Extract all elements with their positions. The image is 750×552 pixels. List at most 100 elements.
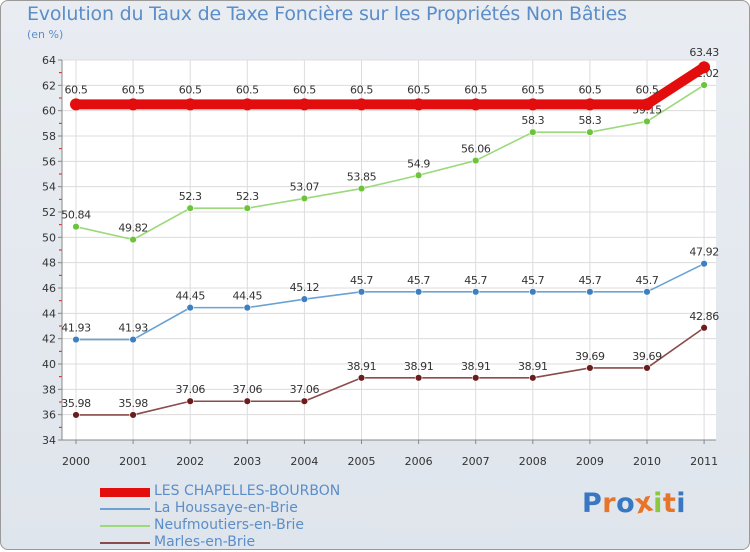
data-label: 44.45 [175, 290, 205, 303]
y-tick-label: 62 [42, 79, 56, 92]
data-point [643, 117, 651, 126]
data-point [129, 335, 137, 344]
data-label: 58.3 [578, 114, 601, 127]
y-tick-label: 58 [42, 130, 56, 143]
data-label: 45.12 [290, 281, 320, 294]
x-tick-label: 2007 [462, 455, 490, 468]
data-label: 56.06 [461, 143, 491, 156]
data-point [129, 411, 137, 419]
data-label: 60.5 [65, 83, 88, 96]
data-label: 37.06 [290, 383, 320, 396]
data-point [529, 128, 537, 136]
data-label: 35.98 [61, 397, 91, 410]
data-label: 41.93 [118, 322, 148, 335]
y-tick-label: 54 [42, 181, 56, 194]
data-point [72, 411, 80, 419]
data-label: 45.7 [464, 274, 487, 287]
data-point [300, 194, 309, 203]
series-line-les-chapelles-bourbon [71, 62, 710, 110]
data-label: 38.91 [518, 360, 548, 373]
y-tick-label: 50 [42, 231, 56, 244]
data-label: 60.5 [521, 83, 544, 96]
data-label: 45.7 [636, 274, 659, 287]
data-label: 39.69 [632, 350, 662, 363]
legend-label: LES CHAPELLES-BOURBON [154, 483, 341, 499]
data-label: 53.07 [290, 180, 320, 193]
chart-title: Evolution du Taux de Taxe Foncière sur l… [27, 3, 627, 25]
data-point [243, 303, 252, 312]
y-tick-label: 44 [42, 307, 56, 320]
x-tick-label: 2000 [62, 455, 90, 468]
y-tick-label: 40 [42, 358, 56, 371]
data-point [298, 98, 311, 111]
data-point [586, 364, 594, 372]
data-label: 60.5 [236, 83, 259, 96]
y-tick-label: 34 [42, 434, 56, 447]
data-point [129, 235, 137, 244]
data-point [186, 397, 194, 405]
data-point [414, 374, 423, 382]
plot-area [62, 60, 716, 440]
data-label: 49.82 [118, 222, 148, 235]
data-label: 60.5 [293, 83, 316, 96]
data-point [643, 364, 651, 372]
data-label: 37.06 [233, 383, 263, 396]
data-point [583, 98, 596, 111]
data-label: 63.43 [689, 46, 719, 59]
x-tick-label: 2005 [348, 455, 376, 468]
data-label: 53.85 [347, 171, 377, 184]
data-point [641, 98, 653, 111]
x-tick-label: 2004 [290, 455, 318, 468]
data-label: 60.5 [350, 83, 373, 96]
data-label: 35.98 [118, 397, 148, 410]
legend-label: Neufmoutiers-en-Brie [154, 517, 304, 533]
data-label: 38.91 [461, 360, 491, 373]
data-point [186, 204, 194, 212]
data-point [469, 98, 482, 111]
data-point [127, 98, 140, 111]
x-tick-label: 2011 [690, 455, 718, 468]
data-point [700, 259, 708, 268]
data-point [526, 98, 539, 111]
data-point [186, 303, 194, 312]
y-tick-label: 64 [42, 54, 56, 67]
data-point [700, 324, 708, 332]
data-point [698, 61, 711, 74]
data-point [70, 98, 82, 111]
data-point [184, 98, 197, 111]
y-tick-label: 38 [42, 383, 56, 396]
data-point [357, 288, 366, 296]
data-point [472, 374, 480, 382]
data-label: 60.5 [464, 83, 487, 96]
data-label: 44.45 [233, 290, 263, 303]
data-point [357, 184, 366, 193]
logo-letter: i [653, 488, 663, 519]
x-tick-label: 2001 [119, 455, 147, 468]
series-line-marles-en-brie [75, 326, 705, 416]
data-label: 60.5 [179, 83, 202, 96]
data-label: 52.3 [179, 190, 202, 203]
data-point [357, 374, 366, 382]
logo-letter: r [602, 488, 617, 519]
data-point [472, 288, 480, 296]
y-unit-label: (en %) [27, 28, 64, 41]
data-label: 45.7 [578, 274, 601, 287]
data-label: 42.86 [689, 310, 719, 323]
legend-label: Marles-en-Brie [154, 534, 256, 550]
data-point [472, 156, 480, 165]
data-point [72, 335, 80, 344]
y-tick-label: 56 [42, 155, 56, 168]
logo-letter: P [582, 488, 603, 519]
data-label: 45.7 [350, 274, 373, 287]
legend-swatch [100, 508, 150, 510]
data-point [529, 288, 537, 296]
data-label: 60.5 [636, 83, 659, 96]
data-label: 39.69 [575, 350, 605, 363]
data-label: 41.93 [61, 322, 91, 335]
y-tick-label: 36 [42, 409, 56, 422]
y-tick-label: 60 [42, 105, 56, 118]
data-point [643, 288, 651, 296]
x-tick-label: 2010 [633, 455, 661, 468]
data-point [412, 98, 425, 111]
logo-letter: i [676, 488, 687, 519]
